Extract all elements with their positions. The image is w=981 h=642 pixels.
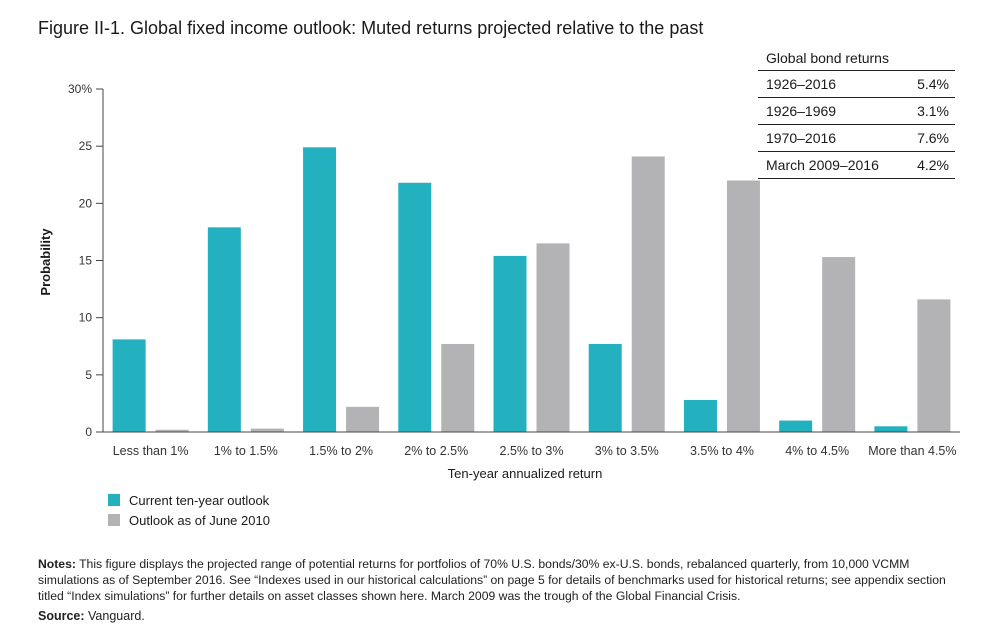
bar-current-outlook — [779, 420, 813, 432]
bar-current-outlook — [874, 426, 908, 432]
bond-period: March 2009–2016 — [766, 157, 879, 173]
bond-return: 5.4% — [917, 76, 949, 92]
y-axis-label: Probability — [38, 228, 53, 296]
bond-table-header: Global bond returns — [758, 46, 955, 71]
x-tick-label: 1% to 1.5% — [214, 444, 278, 458]
bar-outlook-2010 — [441, 343, 475, 432]
source-label: Source: — [38, 609, 85, 623]
x-tick-label: 1.5% to 2% — [309, 444, 373, 458]
chart-source: Source: Vanguard. — [38, 609, 145, 623]
bar-current-outlook — [303, 147, 337, 432]
bond-return: 4.2% — [917, 157, 949, 173]
y-tick-label: 30% — [68, 82, 92, 96]
bond-table-row: 1926–2016 5.4% — [758, 71, 955, 98]
source-text: Vanguard. — [84, 609, 145, 623]
bond-period: 1970–2016 — [766, 130, 837, 146]
legend-label-2010: Outlook as of June 2010 — [129, 512, 270, 528]
x-tick-label: 4% to 4.5% — [785, 444, 849, 458]
x-tick-label: 2.5% to 3% — [500, 444, 564, 458]
y-axis: 0 5 10 15 20 25 30% — [68, 82, 104, 439]
x-tick-label: 3.5% to 4% — [690, 444, 754, 458]
y-tick-label: 15 — [79, 254, 93, 268]
bar-outlook-2010 — [917, 299, 951, 432]
bar-current-outlook — [683, 399, 717, 432]
legend-item-2010: Outlook as of June 2010 — [108, 510, 270, 530]
legend-swatch-2010 — [108, 514, 120, 526]
bar-current-outlook — [493, 255, 527, 432]
bond-table-row: 1970–2016 7.6% — [758, 125, 955, 152]
bar-outlook-2010 — [155, 429, 189, 432]
notes-text: This figure displays the projected range… — [38, 557, 946, 603]
bond-return: 3.1% — [917, 103, 949, 119]
legend-swatch-current — [108, 494, 120, 506]
bond-return: 7.6% — [917, 130, 949, 146]
bar-current-outlook — [588, 343, 622, 432]
bar-outlook-2010 — [250, 428, 284, 432]
bond-table-row: 1926–1969 3.1% — [758, 98, 955, 125]
bond-period: 1926–1969 — [766, 103, 837, 119]
bond-table-row: March 2009–2016 4.2% — [758, 152, 955, 179]
x-axis-label: Ten-year annualized return — [448, 466, 603, 481]
y-tick-label: 5 — [85, 368, 92, 382]
x-tick-label: More than 4.5% — [868, 444, 956, 458]
bar-current-outlook — [112, 339, 146, 432]
bar-current-outlook — [207, 227, 241, 432]
notes-label: Notes: — [38, 557, 76, 571]
x-axis: Less than 1% 1% to 1.5% 1.5% to 2% 2% to 2.… — [103, 431, 960, 458]
y-tick-label: 25 — [79, 139, 93, 153]
x-tick-label: Less than 1% — [113, 444, 189, 458]
figure-title: Figure II-1. Global fixed income outlook… — [38, 18, 704, 38]
bar-outlook-2010 — [631, 156, 665, 432]
bar-outlook-2010 — [726, 180, 760, 432]
bar-current-outlook — [398, 182, 432, 432]
bar-outlook-2010 — [536, 243, 570, 432]
x-tick-label: 3% to 3.5% — [595, 444, 659, 458]
y-tick-label: 20 — [79, 196, 93, 210]
y-tick-label: 0 — [85, 425, 92, 439]
bar-outlook-2010 — [346, 406, 380, 432]
bar-outlook-2010 — [822, 257, 856, 432]
x-tick-label: 2% to 2.5% — [404, 444, 468, 458]
chart-notes: Notes: This figure displays the projecte… — [38, 556, 963, 604]
bond-returns-table: Global bond returns 1926–2016 5.4% 1926–… — [758, 46, 955, 179]
bar-series — [112, 147, 951, 432]
legend-item-current: Current ten-year outlook — [108, 490, 270, 510]
y-tick-label: 10 — [79, 311, 93, 325]
legend-label-current: Current ten-year outlook — [129, 492, 270, 508]
bond-period: 1926–2016 — [766, 76, 837, 92]
legend: Current ten-year outlook Outlook as of J… — [108, 490, 270, 530]
